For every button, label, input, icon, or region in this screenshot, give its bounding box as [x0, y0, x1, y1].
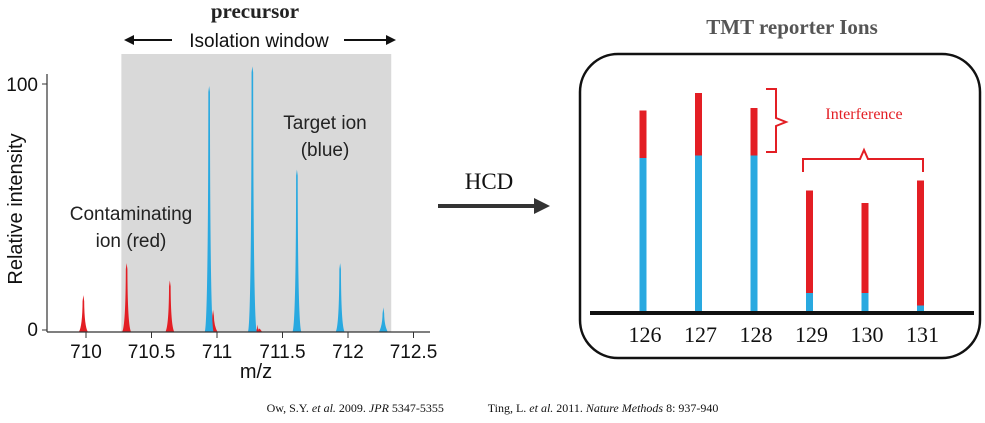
target-peak: [378, 307, 388, 332]
ref1-pages: 5347-5355: [388, 401, 444, 415]
x-tick-label: 712.5: [390, 342, 438, 363]
hcd-label: HCD: [465, 169, 514, 194]
isolation-window-arrow: [124, 35, 396, 45]
target-peak: [247, 66, 257, 332]
peaks-layer: [78, 66, 388, 332]
contaminating-ion-label-line1: Contaminating: [70, 204, 193, 225]
reporter-bar-target: [750, 155, 758, 313]
contaminant-peak: [165, 280, 175, 332]
reporter-channel-label: 131: [906, 322, 939, 347]
reporter-channel-label: 128: [740, 322, 773, 347]
reporter-bar-interference: [861, 203, 869, 293]
reporter-bar-target: [861, 293, 869, 313]
ref1-journal: JPR: [368, 401, 389, 415]
reporter-bar-interference: [917, 180, 924, 306]
ref1-year: 2009.: [335, 401, 369, 415]
x-tick-label: 712: [332, 342, 364, 363]
hcd-arrow: [438, 198, 550, 214]
interference-brace-top: [766, 88, 789, 153]
ref1-authors: Ow, S.Y.: [266, 401, 312, 415]
ref1-etal: et al.: [311, 401, 336, 415]
x-tick-label: 710: [70, 342, 102, 363]
reporter-channel-label: 130: [851, 322, 884, 347]
precursor-title: precursor: [211, 0, 299, 23]
ref2-year: 2011.: [553, 401, 586, 415]
contaminant-peak: [122, 263, 132, 332]
isolation-window-label: Isolation window: [189, 31, 329, 52]
contaminant-peak: [78, 295, 88, 332]
y-axis-label: Relative intensity: [5, 133, 27, 284]
x-axis-label: m/z: [240, 361, 272, 383]
ref2-pages: 8: 937-940: [663, 401, 719, 415]
target-ion-label-line2: (blue): [301, 140, 350, 161]
reporter-bar-interference: [639, 110, 647, 158]
reporter-bar-target: [917, 305, 924, 313]
reporter-bar-target: [639, 158, 647, 313]
reporter-bar-interference: [806, 190, 813, 293]
reporter-bar-interference: [695, 93, 702, 156]
reporter-channel-label: 129: [795, 322, 828, 347]
reporter-channel-label: 127: [684, 322, 717, 347]
interference-label: Interference: [825, 106, 902, 123]
reporter-bars-layer: [639, 93, 924, 313]
ref2-journal: Nature Methods: [585, 401, 664, 415]
y-tick-label-0: 0: [27, 320, 38, 341]
target-peak: [204, 86, 214, 332]
reporter-bar-target: [695, 155, 702, 313]
y-tick-label-100: 100: [6, 75, 38, 96]
citation: Ow, S.Y. et al. 2009. JPR 5347-5355 Ting…: [0, 401, 985, 416]
reporter-bar-interference: [750, 108, 758, 156]
target-ion-label-line1: Target ion: [283, 113, 366, 134]
reporter-title: TMT reporter Ions: [706, 15, 878, 39]
reporter-labels-layer: 126 127 128 129 130 131: [629, 322, 940, 347]
target-peak: [335, 263, 345, 332]
citation-ref1: Ow, S.Y. et al. 2009. JPR 5347-5355: [267, 401, 447, 415]
reporter-box: [578, 52, 982, 360]
isolation-window-band: [121, 54, 392, 332]
x-ticks-layer: 710 710.5 711 711.5 712 712.5: [70, 332, 437, 363]
target-peak: [292, 169, 302, 332]
x-tick-label: 711: [202, 342, 232, 363]
ref2-authors: Ting, L.: [487, 401, 530, 415]
reporter-channel-label: 126: [629, 322, 662, 347]
spectrum-panel: 710 710.5 711 711.5 712 712.5 100 0 Relative …: [5, 0, 437, 383]
contaminant-peak: [208, 309, 218, 332]
reporter-bar-target: [806, 293, 813, 313]
interference-brace-bottom: [802, 147, 924, 172]
x-tick-label: 710.5: [128, 342, 176, 363]
citation-ref2: Ting, L. et al. 2011. Nature Methods 8: …: [485, 401, 719, 415]
x-tick-label: 711.5: [259, 342, 305, 363]
contaminating-ion-label-line2: ion (red): [96, 231, 167, 252]
ref2-etal: et al.: [529, 401, 554, 415]
